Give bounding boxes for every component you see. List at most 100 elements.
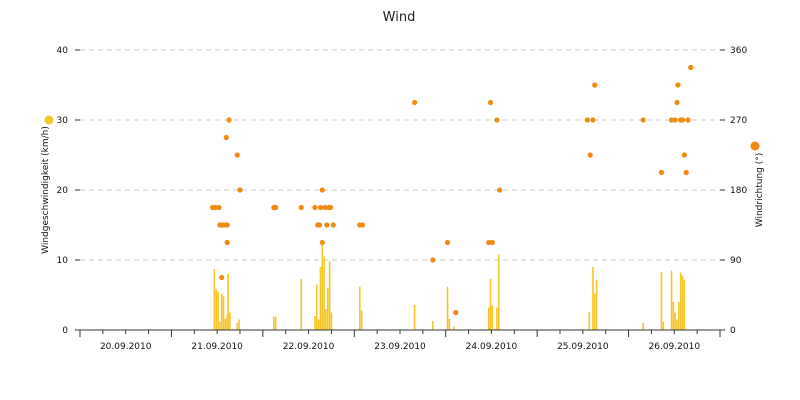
- y-left-tick-label: 10: [57, 256, 69, 266]
- direction-point: [324, 222, 330, 228]
- y-left-tick-label: 20: [57, 186, 69, 196]
- y-left-tick-label: 40: [57, 46, 69, 56]
- speed-bar: [236, 323, 239, 330]
- x-tick-label: 20.09.2010: [100, 342, 152, 352]
- speed-bar: [676, 319, 678, 330]
- speed-bar: [238, 319, 240, 330]
- gridlines: [80, 49, 720, 261]
- direction-point: [330, 222, 336, 228]
- speed-bar: [330, 312, 333, 330]
- speed-bar: [326, 288, 329, 330]
- y-right-tick-label: 0: [730, 326, 736, 336]
- direction-point: [679, 117, 686, 123]
- speed-bar: [453, 326, 455, 330]
- speed-bars: [213, 242, 686, 330]
- direction-point: [412, 99, 418, 106]
- y-right-tick-label: 360: [730, 46, 747, 56]
- direction-point: [668, 117, 675, 123]
- speed-bar: [496, 307, 498, 330]
- speed-bar: [317, 319, 320, 330]
- speed-bar: [642, 323, 644, 330]
- y-right-tick-label: 90: [730, 256, 742, 266]
- direction-points: [209, 64, 694, 316]
- direction-point: [640, 117, 646, 123]
- direction-point: [675, 82, 681, 88]
- y-right-tick-label: 270: [730, 116, 747, 126]
- speed-bar: [323, 256, 325, 330]
- direction-point: [359, 222, 366, 228]
- x-tick-label: 22.09.2010: [283, 342, 335, 352]
- direction-point: [444, 239, 451, 246]
- direction-point: [319, 187, 325, 193]
- speed-bar: [319, 267, 322, 330]
- direction-point: [237, 187, 243, 193]
- speed-bar: [489, 278, 492, 330]
- direction-point: [486, 239, 492, 246]
- direction-legend-marker: [750, 141, 760, 151]
- speed-bar: [679, 272, 682, 330]
- direction-point: [590, 117, 596, 123]
- y-right-tick-label: 180: [730, 186, 747, 196]
- direction-point: [273, 204, 279, 211]
- direction-point: [224, 239, 230, 246]
- direction-point: [319, 239, 325, 246]
- speed-bar: [413, 304, 416, 330]
- speed-bar: [432, 320, 434, 330]
- direction-point: [234, 152, 240, 158]
- direction-point: [322, 204, 328, 211]
- speed-bar: [672, 302, 675, 330]
- x-tick-label: 26.09.2010: [649, 342, 701, 352]
- direction-point: [317, 204, 324, 211]
- direction-point: [298, 204, 304, 211]
- direction-point: [453, 309, 459, 316]
- speed-bar: [358, 286, 361, 330]
- direction-point: [226, 117, 232, 123]
- speed-bar: [227, 274, 229, 330]
- direction-point: [216, 204, 222, 211]
- direction-point: [316, 222, 323, 228]
- speed-bar: [314, 316, 316, 330]
- direction-point: [685, 117, 691, 123]
- direction-point: [224, 222, 230, 228]
- speed-bar: [321, 242, 324, 330]
- speed-bar: [328, 261, 331, 330]
- direction-point: [584, 117, 591, 123]
- speed-bar: [274, 316, 277, 330]
- speed-bar: [678, 302, 680, 330]
- direction-point: [223, 134, 229, 141]
- speed-bar: [226, 314, 228, 330]
- speed-bar: [595, 279, 598, 330]
- x-tick-label: 25.09.2010: [557, 342, 609, 352]
- speed-bar: [662, 321, 665, 330]
- y-left-tick-label: 30: [57, 116, 69, 126]
- speed-bar: [660, 271, 663, 330]
- speed-bar: [300, 278, 303, 330]
- x-tick-label: 24.09.2010: [466, 342, 518, 352]
- direction-point: [587, 152, 593, 158]
- direction-point: [212, 204, 218, 211]
- chart-title: Wind: [383, 10, 416, 25]
- speed-bar: [491, 305, 494, 330]
- direction-point: [674, 99, 680, 106]
- direction-point: [658, 169, 665, 176]
- y-right-axis-title: Windrichtung (°): [755, 153, 765, 228]
- speed-bar: [273, 316, 275, 330]
- speed-bar: [219, 321, 221, 330]
- speed-bar: [325, 309, 327, 330]
- speed-bar: [588, 311, 591, 330]
- speed-bar: [220, 293, 223, 330]
- direction-point: [489, 239, 495, 246]
- speed-bar: [674, 312, 676, 330]
- speed-bar: [215, 289, 218, 330]
- speed-bar: [217, 291, 219, 330]
- speed-bar: [229, 312, 231, 330]
- speed-bar: [487, 307, 490, 330]
- y-left-axis-title: Windgeschwindigkeit (km/h): [41, 126, 51, 254]
- speed-bar: [316, 284, 318, 330]
- direction-point: [683, 169, 689, 176]
- speed-bar: [681, 275, 684, 330]
- direction-point: [592, 82, 598, 88]
- speed-bar: [670, 270, 673, 330]
- direction-point: [497, 187, 503, 193]
